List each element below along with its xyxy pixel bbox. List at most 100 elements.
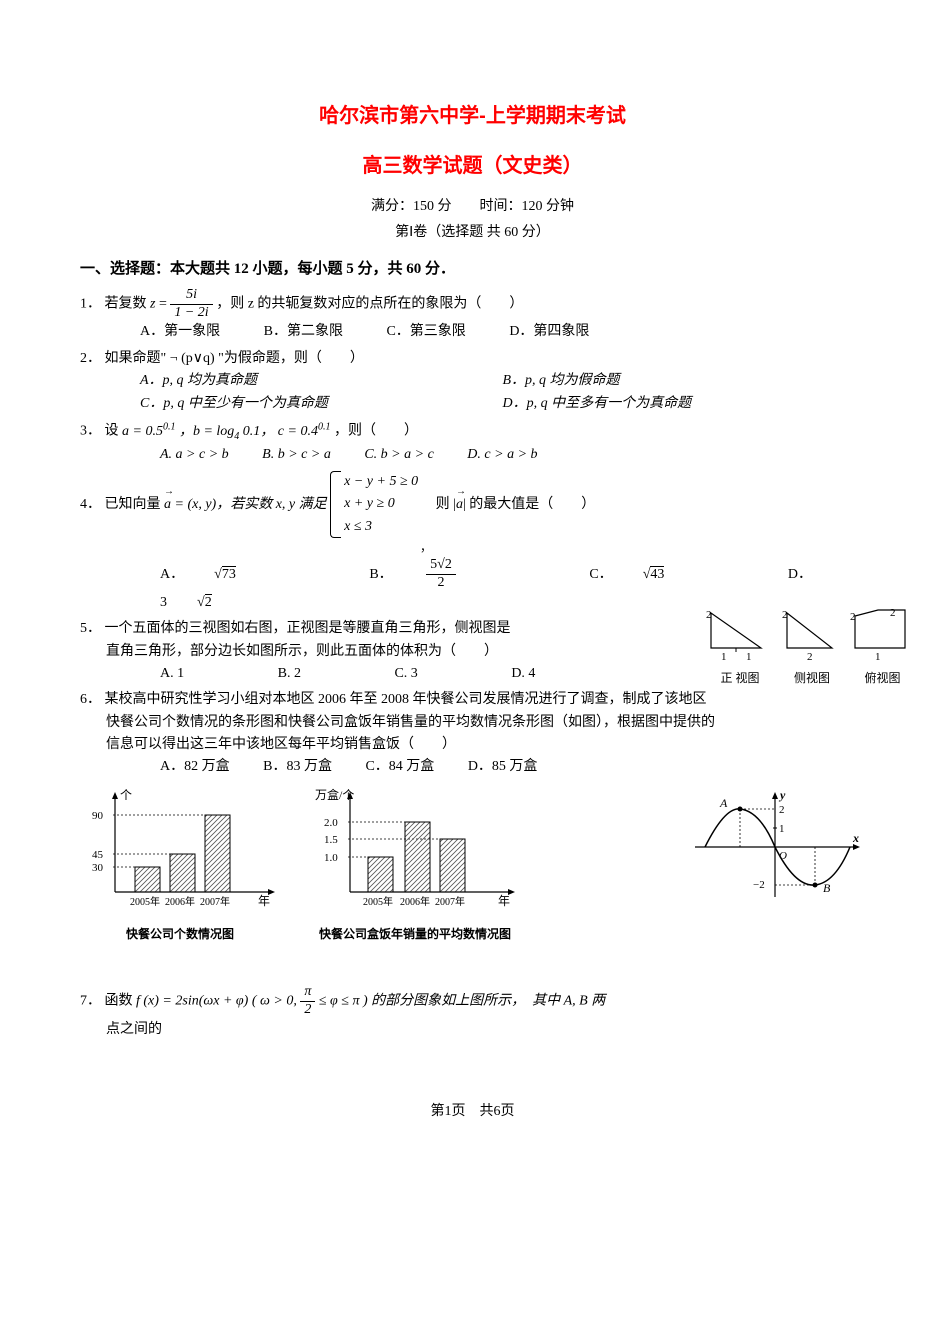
q7-num: 7．	[80, 994, 101, 1009]
svg-text:2005年: 2005年	[363, 895, 393, 908]
q4-opt-c: C．√43	[589, 567, 724, 582]
q2-opt-c: C．p, q 中至少有一个为真命题	[140, 396, 328, 411]
part-label: 第Ⅰ卷（选择题 共 60 分）	[80, 222, 865, 244]
svg-text:2007年: 2007年	[435, 895, 465, 908]
title-main: 哈尔滨市第六中学-上学期期末考试	[80, 100, 865, 132]
q7-frac-num: π	[300, 984, 315, 1002]
svg-text:1: 1	[721, 651, 727, 663]
q5-opt-b: B. 2	[278, 666, 301, 681]
svg-text:2: 2	[850, 611, 856, 623]
q7-cond-suffix: ≤ φ ≤ π ) 的部分图象如上图所示， 其中 A, B 两	[319, 994, 605, 1009]
q1-stem-suffix: ，则 z 的共轭复数对应的点所在的象限为（ ）	[216, 296, 523, 311]
q3-num: 3．	[80, 424, 101, 439]
q5-stem-l1: 一个五面体的三视图如右图，正视图是等腰直角三角形，侧视图是	[105, 621, 511, 636]
q2-opt-d: D．p, q 中至多有一个为真命题	[503, 396, 692, 411]
svg-text:2: 2	[782, 609, 788, 621]
q3-stem-prefix: 设	[105, 424, 123, 439]
question-4: 4． 已知向量 a = (x, y)，若实数 x, y 满足 x − y + 5…	[80, 471, 865, 614]
q2-stem: 如果命题" ¬ (p∨q) "为假命题，则（ ）	[105, 351, 364, 366]
svg-text:1: 1	[779, 823, 785, 835]
svg-text:1: 1	[875, 651, 881, 663]
q5-opt-c: C. 3	[394, 666, 417, 681]
q1-opt-d: D．第四象限	[509, 324, 589, 339]
question-5: 2 1 1 正 视图 2 2 侧视图 2 2 1 俯视图 5．	[80, 618, 865, 685]
q1-z: z	[150, 296, 155, 311]
q5-stem-l2: 直角三角形，部分边长如图所示，则此五面体的体积为（ ）	[80, 644, 498, 659]
q1-eq: =	[159, 296, 170, 311]
charts-row: 个 年 30 45 90 2005年 2006年 2007年 快餐公司个数情况图	[80, 787, 865, 944]
chart-1: 个 年 30 45 90 2005年 2006年 2007年 快餐公司个数情况图	[80, 787, 280, 944]
q4-comma: ，	[420, 540, 432, 554]
front-view: 2 1 1 正 视图	[706, 608, 774, 688]
q6-stem-l2: 快餐公司个数情况的条形图和快餐公司盒饭年销售量的平均数情况条形图（如图），根据图…	[80, 715, 715, 730]
title-sub: 高三数学试题（文史类）	[80, 150, 865, 182]
three-views: 2 1 1 正 视图 2 2 侧视图 2 2 1 俯视图	[706, 608, 915, 688]
q1-frac-den: 1 − 2i	[170, 305, 212, 322]
q3-opt-a: A. a > c > b	[160, 447, 229, 462]
q4-stem-prefix: 已知向量	[105, 497, 165, 512]
chart1-caption: 快餐公司个数情况图	[80, 925, 280, 944]
q7-fx: f (x) = 2sin(ωx + φ)	[136, 994, 248, 1009]
q4-vec-def: = (x, y)，若实数 x, y 满足	[175, 497, 331, 512]
svg-text:90: 90	[92, 810, 104, 822]
svg-text:1: 1	[746, 651, 752, 663]
q4-stem-suffix: | 的最大值是（ ）	[463, 497, 595, 512]
q7-stem-prefix: 函数	[105, 994, 137, 1009]
q4-sys2: x + y ≥ 0	[344, 493, 418, 515]
sine-graph: y x O A B 2 1 −2	[685, 787, 865, 913]
chart2-caption: 快餐公司盒饭年销量的平均数情况图	[310, 925, 520, 944]
svg-text:1.0: 1.0	[324, 852, 338, 864]
sine-svg: y x O A B 2 1 −2	[685, 787, 865, 907]
top-view-label: 俯视图	[850, 669, 915, 688]
q3-opt-d: D. c > a > b	[467, 447, 537, 462]
q7-frac-den: 2	[300, 1002, 315, 1019]
front-view-svg: 2 1 1	[706, 608, 774, 663]
q6-opt-d: D．85 万盒	[468, 759, 538, 774]
page-footer: 第1页 共6页	[80, 1101, 865, 1123]
q4-stem-mid: 则 |	[422, 497, 456, 512]
q1-opt-b: B．第二象限	[264, 324, 343, 339]
q1-options: A．第一象限 B．第二象限 C．第三象限 D．第四象限	[80, 321, 865, 343]
svg-text:2: 2	[706, 609, 712, 621]
q4-sys1: x − y + 5 ≥ 0	[344, 471, 418, 493]
q4-system: x − y + 5 ≥ 0 x + y ≥ 0 x ≤ 3	[330, 471, 418, 538]
q4-vec-a2: a	[456, 494, 463, 516]
svg-text:30: 30	[92, 862, 104, 874]
q4-vec-a: a	[164, 494, 171, 516]
svg-text:个: 个	[120, 788, 132, 802]
q4-opt-a: A．√73	[160, 567, 296, 582]
q6-options: A．82 万盒 B．83 万盒 C．84 万盒 D．85 万盒	[80, 756, 865, 778]
section-header: 一、选择题：本大题共 12 小题，每小题 5 分，共 60 分．	[80, 257, 865, 281]
svg-text:万盒/个: 万盒/个	[315, 787, 354, 802]
q1-opt-c: C．第三象限	[386, 324, 465, 339]
question-2: 2． 如果命题" ¬ (p∨q) "为假命题，则（ ） A．p, q 均为真命题…	[80, 348, 865, 415]
q4-num: 4．	[80, 497, 101, 512]
q3-c: c = 0.40.1	[278, 424, 331, 439]
svg-text:2006年: 2006年	[165, 895, 195, 908]
q1-stem-prefix: 若复数	[105, 296, 151, 311]
q3-options: A. a > c > b B. b > c > a C. b > a > c D…	[80, 444, 865, 466]
q6-opt-b: B．83 万盒	[263, 759, 332, 774]
q3-opt-b: B. b > c > a	[262, 447, 331, 462]
svg-text:2007年: 2007年	[200, 895, 230, 908]
q6-opt-a: A．82 万盒	[160, 759, 230, 774]
svg-text:y: y	[778, 788, 786, 802]
svg-text:2: 2	[890, 608, 896, 619]
svg-text:1.5: 1.5	[324, 834, 338, 846]
q7-frac: π 2	[300, 984, 315, 1019]
side-view: 2 2 侧视图	[782, 608, 842, 688]
q1-fraction: 5i 1 − 2i	[170, 287, 212, 322]
svg-text:2: 2	[807, 651, 813, 663]
q3-stem-suffix: ，则（ ）	[334, 424, 418, 439]
chart2-svg: 万盒/个 年 1.0 1.5 2.0 2005年 2006年 2007年	[310, 787, 520, 917]
question-1: 1． 若复数 z = 5i 1 − 2i ，则 z 的共轭复数对应的点所在的象限…	[80, 287, 865, 344]
q7-stem-l2: 点之间的	[80, 1022, 162, 1037]
question-6: 6． 某校高中研究性学习小组对本地区 2006 年至 2008 年快餐公司发展情…	[80, 689, 865, 944]
svg-text:B: B	[823, 881, 831, 895]
q3-b: ，b = log4 0.1，	[179, 424, 274, 439]
q1-frac-num: 5i	[170, 287, 212, 305]
q5-opt-a: A. 1	[160, 666, 184, 681]
q1-opt-a: A．第一象限	[140, 324, 220, 339]
q5-opt-d: D. 4	[511, 666, 535, 681]
q2-opt-b: B．p, q 均为假命题	[503, 373, 620, 388]
